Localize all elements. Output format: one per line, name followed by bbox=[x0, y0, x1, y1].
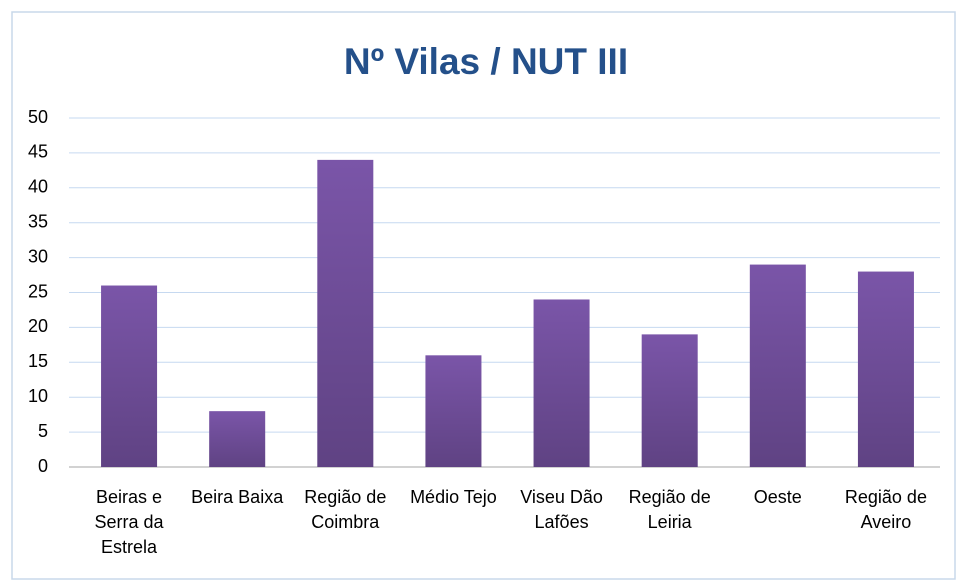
bar-shade bbox=[209, 411, 266, 467]
y-tick-label: 0 bbox=[38, 456, 48, 476]
y-tick-label: 5 bbox=[38, 421, 48, 441]
x-tick-label: Beira Baixa bbox=[191, 487, 284, 507]
bar-shade bbox=[317, 159, 374, 467]
bar-shade bbox=[749, 264, 806, 467]
y-tick-label: 10 bbox=[28, 386, 48, 406]
chart-title: Nº Vilas / NUT III bbox=[344, 41, 628, 82]
bar-shade bbox=[533, 299, 590, 467]
bar-shade bbox=[857, 271, 914, 467]
x-tick-label: Região de Coimbra bbox=[304, 487, 387, 532]
y-tick-label: 20 bbox=[28, 316, 48, 336]
y-tick-label: 25 bbox=[28, 281, 48, 301]
x-tick-label: Beiras e Serra da Estrela bbox=[94, 487, 164, 557]
bar-shade bbox=[101, 285, 158, 467]
x-tick-label: Viseu Dão Lafões bbox=[520, 487, 603, 532]
y-tick-label: 35 bbox=[28, 211, 48, 231]
y-tick-label: 50 bbox=[28, 107, 48, 127]
y-tick-label: 15 bbox=[28, 351, 48, 371]
y-tick-label: 40 bbox=[28, 177, 48, 197]
y-tick-label: 45 bbox=[28, 142, 48, 162]
x-tick-label: Região de Aveiro bbox=[844, 487, 927, 532]
bar-shade bbox=[641, 334, 698, 467]
bar-shade bbox=[425, 355, 482, 467]
x-tick-label: Médio Tejo bbox=[410, 487, 497, 507]
y-tick-label: 30 bbox=[28, 246, 48, 266]
x-tick-label: Oeste bbox=[753, 487, 802, 507]
x-tick-label: Região de Leiria bbox=[628, 487, 711, 532]
